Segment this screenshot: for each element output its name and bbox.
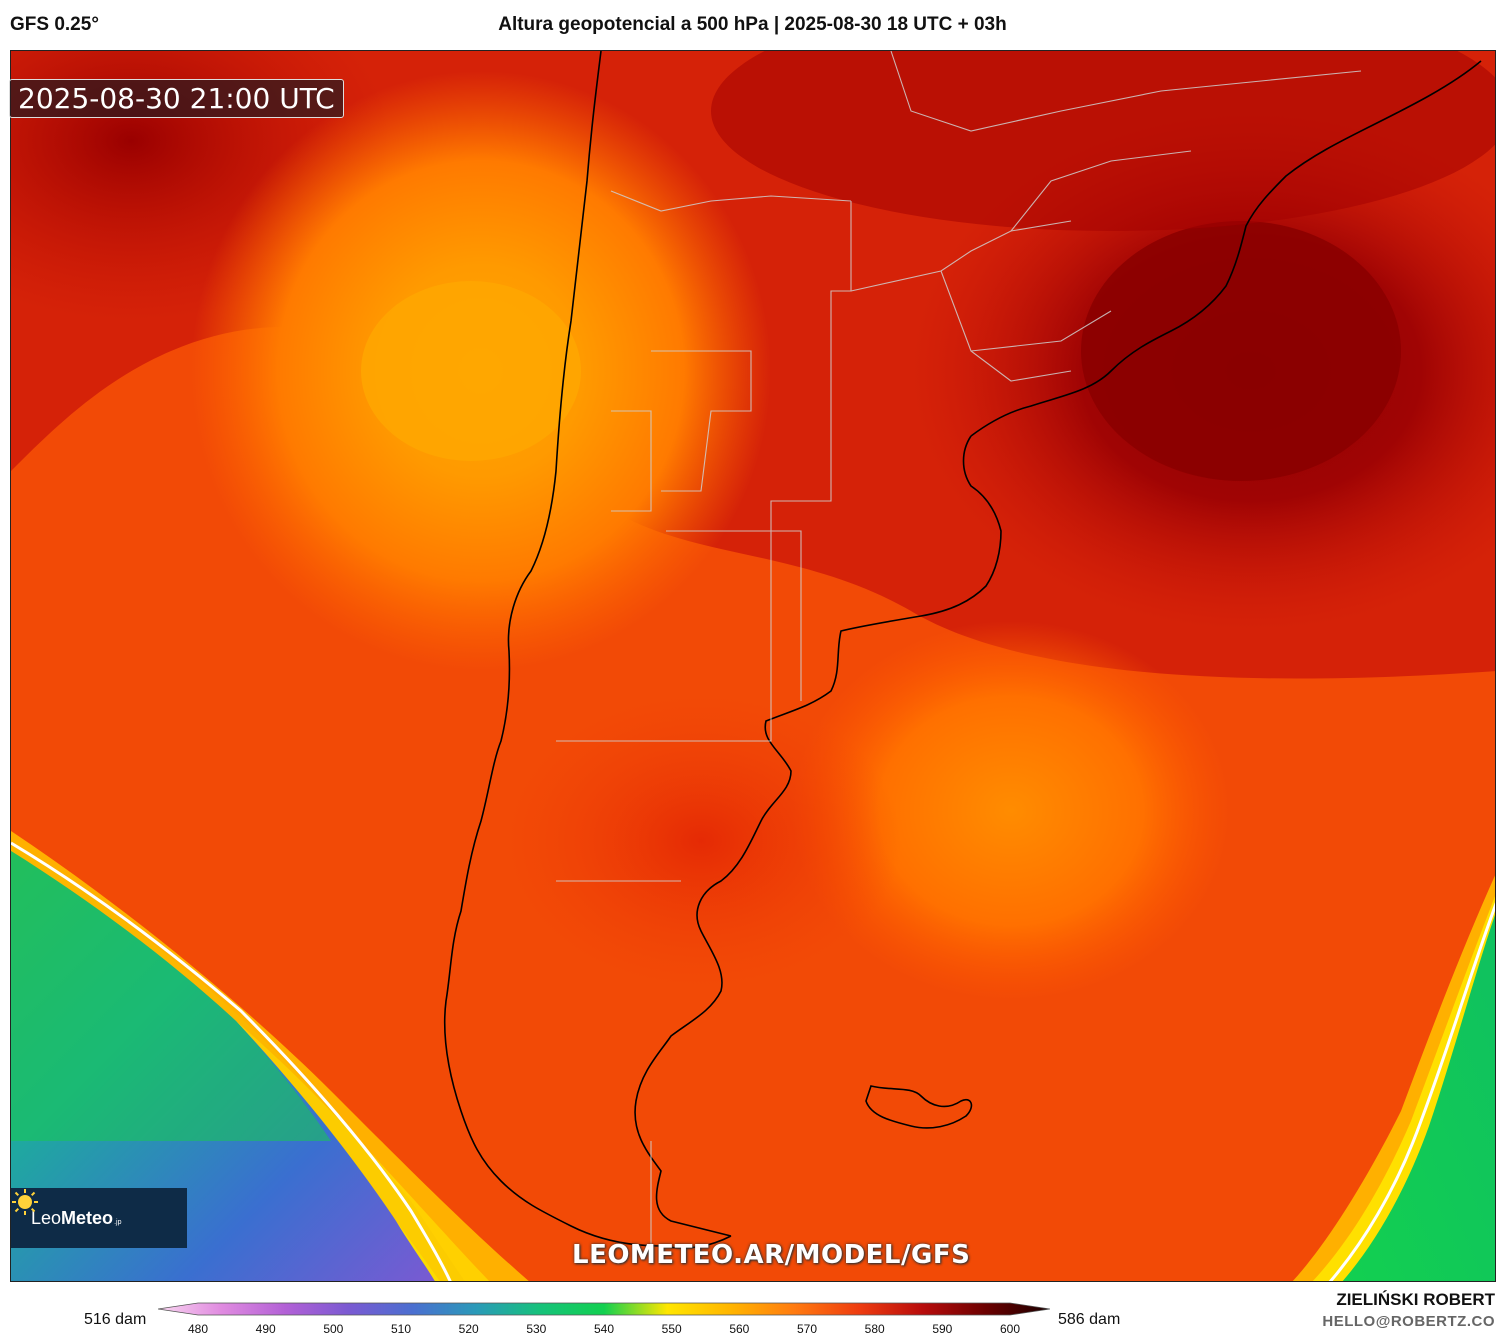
admin-borders <box>556 51 1362 1246</box>
sun-icon <box>12 1189 38 1215</box>
colorbar-tick-label: 500 <box>323 1322 344 1336</box>
colorbar-max-label: 586 dam <box>1058 1311 1121 1328</box>
map-title: Altura geopotencial a 500 hPa | 2025-08-… <box>498 14 1007 35</box>
model-label: GFS 0.25° <box>10 14 99 35</box>
colorbar-tick-label: 520 <box>458 1322 479 1336</box>
colorbar-tick-label: 510 <box>390 1322 412 1336</box>
colorbar-tick-label: 580 <box>864 1322 885 1336</box>
map-panel[interactable]: LeoMeteo .jp <box>10 50 1496 1282</box>
colorbar-tick-label: 570 <box>796 1322 818 1336</box>
colorbar-ticks: 480 490 500 510 520 530 540 550 560 570 580 590 600 <box>0 1322 1505 1338</box>
colorbar-tick-label: 490 <box>255 1322 276 1336</box>
logo-suffix: .jp <box>114 1218 122 1226</box>
geopotential-field <box>11 51 1495 1281</box>
colorbar-tick-label: 530 <box>526 1322 547 1336</box>
valid-time-stamp: 2025-08-30 21:00 UTC <box>9 79 344 118</box>
colorbar-tick-label: 480 <box>187 1322 209 1336</box>
site-watermark: LEOMETEO.AR/MODEL/GFS <box>572 1240 971 1270</box>
colorbar-tick-label: 590 <box>932 1322 953 1336</box>
colorbar-tick-label: 550 <box>661 1322 682 1336</box>
logo-text: LeoMeteo <box>31 1207 114 1228</box>
leometeo-logo[interactable]: LeoMeteo .jp <box>11 1188 187 1248</box>
colorbar-ramp <box>158 1302 1050 1316</box>
author-email[interactable]: HELLO@ROBERTZ.CO <box>1322 1313 1495 1330</box>
colorbar-tick-label: 560 <box>729 1322 750 1336</box>
colorbar <box>158 1302 1050 1316</box>
colorbar-tick-label: 600 <box>999 1322 1021 1336</box>
colorbar-min-label: 516 dam <box>84 1311 147 1328</box>
colorbar-tick-label: 540 <box>593 1322 615 1336</box>
author-credit: ZIELIŃSKI ROBERT <box>1336 1290 1495 1309</box>
coastline <box>443 51 1482 1249</box>
